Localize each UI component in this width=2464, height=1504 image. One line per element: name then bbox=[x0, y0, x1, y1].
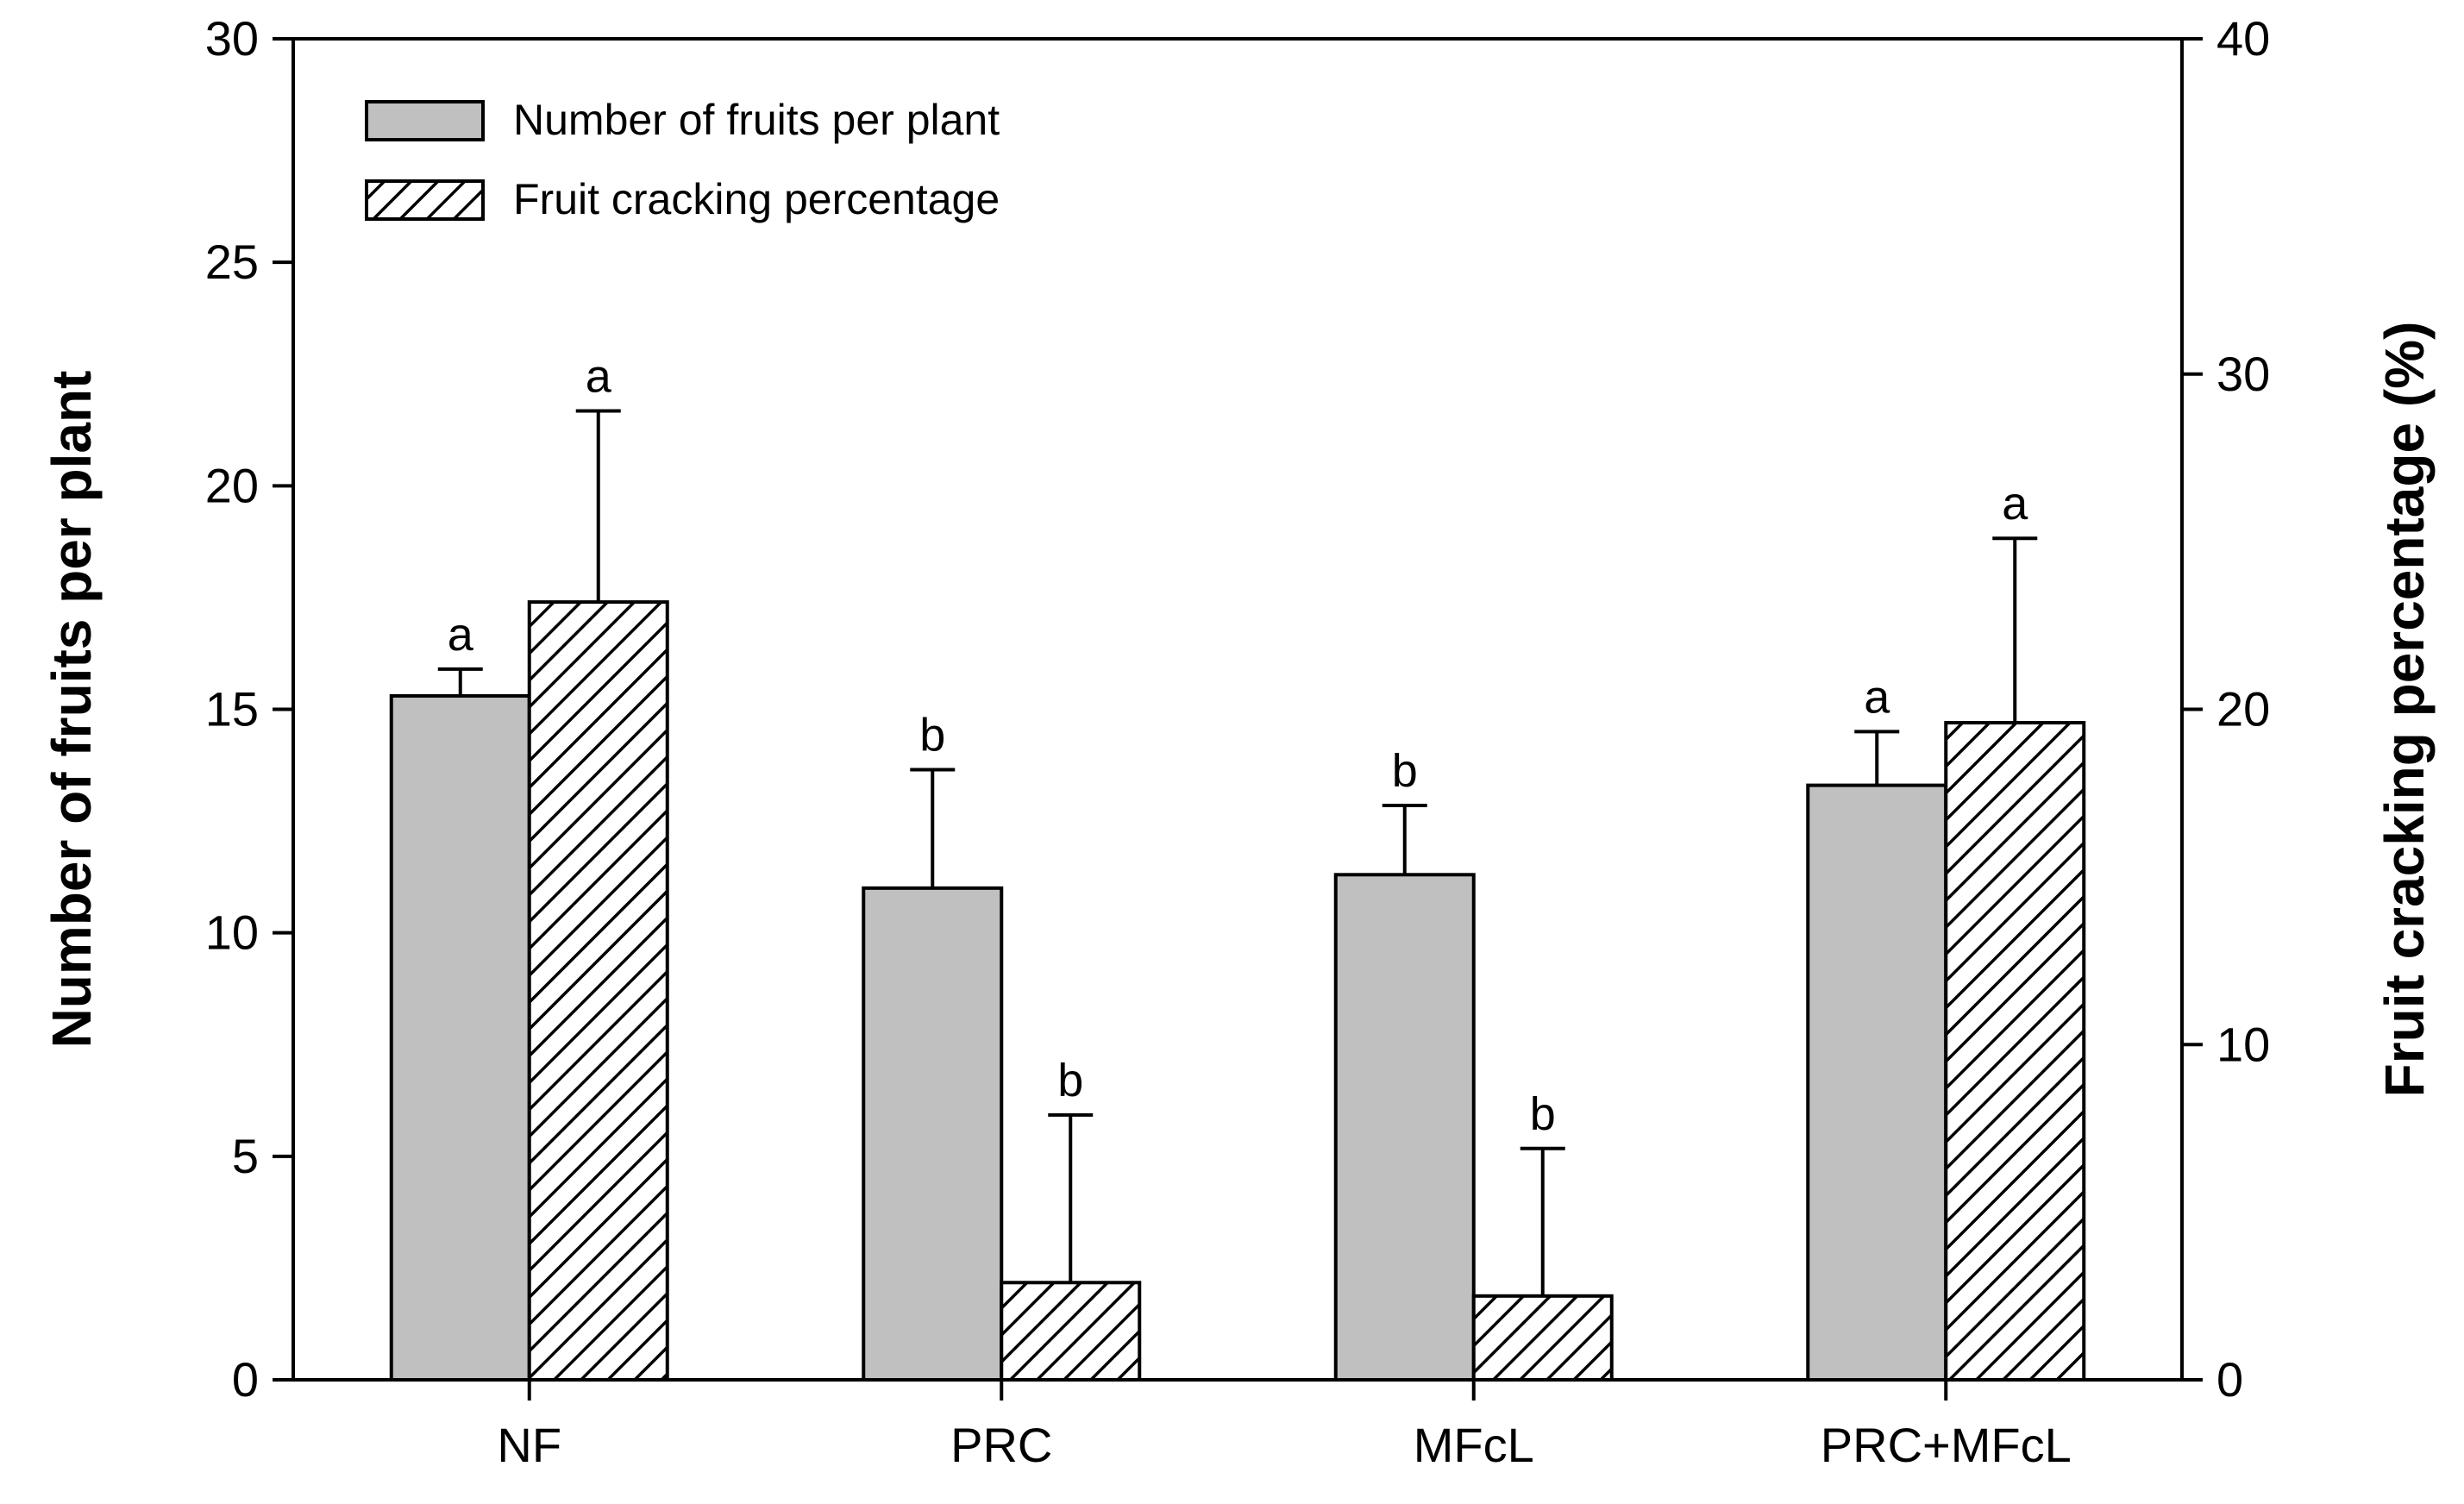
significance-letter: b bbox=[1057, 1055, 1083, 1106]
y-left-tick-label: 30 bbox=[205, 11, 259, 66]
bar-fruits-prc bbox=[862, 886, 1004, 1382]
significance-letter: a bbox=[586, 351, 612, 403]
bar-fruits-mfcl bbox=[1333, 873, 1476, 1382]
legend-label: Fruit cracking percentage bbox=[513, 175, 1000, 223]
x-tick-label: NF bbox=[497, 1418, 561, 1472]
x-tick-label: PRC+MFcL bbox=[1821, 1418, 2072, 1472]
significance-letter: a bbox=[448, 609, 474, 661]
legend-label: Number of fruits per plant bbox=[513, 96, 1000, 144]
y-right-tick-label: 10 bbox=[2216, 1017, 2270, 1071]
significance-letter: b bbox=[919, 709, 945, 761]
y-left-tick-label: 20 bbox=[205, 458, 259, 512]
legend-swatch bbox=[365, 179, 485, 221]
y-left-tick-label: 5 bbox=[232, 1129, 259, 1183]
x-tick-label: PRC bbox=[950, 1418, 1052, 1472]
y-right-tick-label: 30 bbox=[2216, 347, 2270, 401]
y-left-tick-label: 25 bbox=[205, 235, 259, 289]
bar-fruits-nf bbox=[389, 693, 531, 1382]
significance-letter: a bbox=[2002, 478, 2028, 530]
y-axis-left-title: Number of fruits per plant bbox=[41, 371, 103, 1049]
bar-cracking-mfcl bbox=[1471, 1294, 1614, 1382]
significance-letter: b bbox=[1530, 1088, 1556, 1140]
y-left-tick-label: 10 bbox=[205, 906, 259, 960]
y-right-tick-label: 0 bbox=[2216, 1352, 2243, 1407]
bar-fruits-prc-mfcl bbox=[1806, 783, 1948, 1382]
y-left-tick-label: 15 bbox=[205, 682, 259, 736]
bar-cracking-nf bbox=[527, 600, 669, 1382]
bar-cracking-prc-mfcl bbox=[1944, 721, 2086, 1382]
legend-swatch bbox=[365, 100, 485, 141]
y-right-tick-label: 40 bbox=[2216, 11, 2270, 66]
significance-letter: b bbox=[1392, 745, 1418, 797]
bar-cracking-prc bbox=[1000, 1281, 1142, 1382]
y-left-tick-label: 0 bbox=[232, 1352, 259, 1407]
x-tick-label: MFcL bbox=[1414, 1418, 1534, 1472]
y-axis-right-title: Fruit cracking percentage (%) bbox=[2373, 322, 2436, 1098]
significance-letter: a bbox=[1864, 671, 1890, 723]
y-right-tick-label: 20 bbox=[2216, 682, 2270, 736]
